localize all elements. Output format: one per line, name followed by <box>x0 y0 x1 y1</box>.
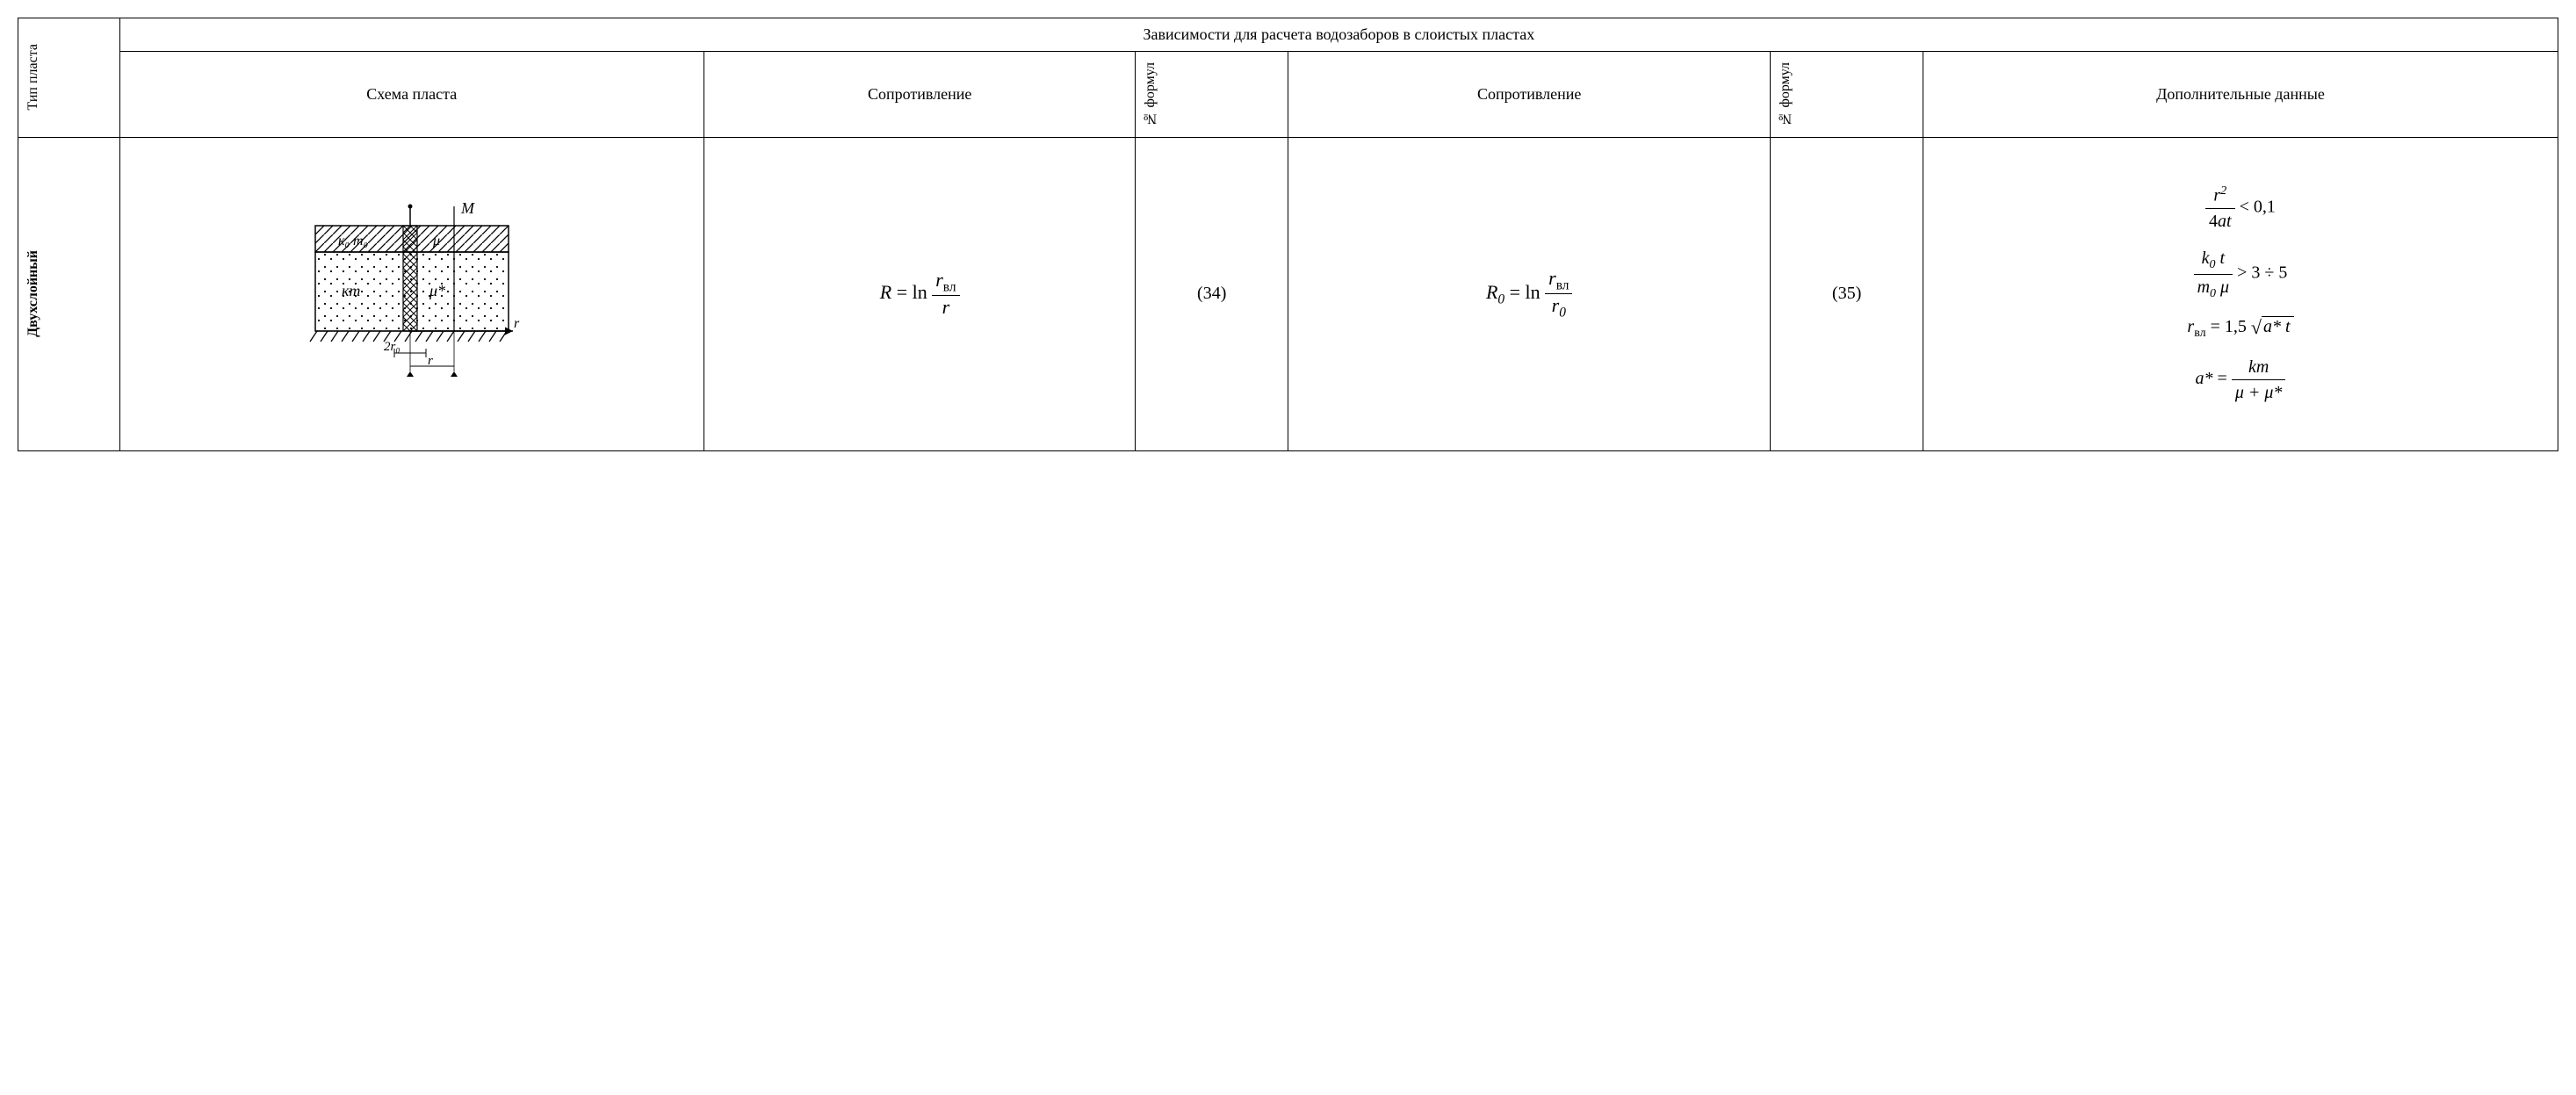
f1-R: R <box>880 281 891 303</box>
f1-den: r <box>932 296 959 319</box>
formula-R-cell: R = ln rвл r <box>704 137 1136 450</box>
e2-d2: μ <box>2216 277 2229 297</box>
f2-num: r <box>1548 267 1556 289</box>
diagram-label-mus: μ* <box>429 282 445 299</box>
formula-num-1: (34) <box>1136 137 1288 450</box>
f2-num-sub: вл <box>1556 277 1569 292</box>
formula-R0: R0 = ln rвл r0 <box>1486 281 1573 303</box>
e2-val: 3 ÷ 5 <box>2251 263 2287 283</box>
col-formnum-2-label: № формул <box>1776 59 1795 130</box>
e4-lhs: a* <box>2196 369 2213 388</box>
scheme-diagram-cell: М к₀ m₀ μ кm μ* r 2r₀ r <box>119 137 704 450</box>
diagram-label-M: М <box>460 199 475 217</box>
diagram-label-r: r <box>428 354 433 368</box>
scheme-svg: М к₀ m₀ μ кm μ* r 2r₀ r <box>298 191 526 393</box>
extra-line-3: rвл = 1,5 √a* t <box>1929 314 2552 342</box>
e1-d3: t <box>2226 212 2232 231</box>
f1-eq: = ln <box>891 281 932 303</box>
table-title: Зависимости для расчета водозаборов в сл… <box>119 18 2558 52</box>
e1-val: 0,1 <box>2254 198 2276 217</box>
diagram-label-2r0: 2r₀ <box>384 340 400 354</box>
diagram-label-raxis: r <box>514 316 520 331</box>
col-type: Тип пласта <box>18 18 120 138</box>
f2-R-sub: 0 <box>1497 292 1504 306</box>
e4-den: μ + μ* <box>2232 380 2286 405</box>
e2-d1s: 0 <box>2210 287 2216 300</box>
extra-data-cell: r2 4at < 0,1 k0 t m0 μ > 3 ÷ 5 rвл = 1,5… <box>1923 137 2558 450</box>
extra-line-1: r2 4at < 0,1 <box>1929 183 2552 234</box>
diagram-label-km: кm <box>342 282 360 299</box>
col-resist-2: Сопротивление <box>1288 52 1770 138</box>
f2-den: r <box>1552 294 1560 316</box>
e4-num: km <box>2232 355 2286 380</box>
e1-d1: 4 <box>2209 212 2218 231</box>
col-formnum-1: № формул <box>1136 52 1288 138</box>
col-extra: Дополнительные данные <box>1923 52 2558 138</box>
e4-eq: = <box>2213 369 2232 388</box>
diagram-label-mu: μ <box>432 234 440 249</box>
col-formnum-1-label: № формул <box>1141 59 1160 130</box>
e3-under: a* t <box>2262 316 2294 336</box>
col-resist-1: Сопротивление <box>704 52 1136 138</box>
e2-op: > <box>2233 263 2251 283</box>
diagram-label-k0m0: к₀ m₀ <box>338 234 368 249</box>
e2-n2: t <box>2216 249 2226 268</box>
scheme-diagram: М к₀ m₀ μ кm μ* r 2r₀ r <box>126 191 698 397</box>
formula-R0-cell: R0 = ln rвл r0 <box>1288 137 1770 450</box>
e2-n1s: 0 <box>2210 258 2216 271</box>
e2-d1: m <box>2197 277 2210 297</box>
f1-num: r <box>935 269 943 291</box>
e1-sup: 2 <box>2220 184 2226 198</box>
e1-op: < <box>2235 198 2254 217</box>
e1-d2: a <box>2218 212 2226 231</box>
extra-data: r2 4at < 0,1 k0 t m0 μ > 3 ÷ 5 rвл = 1,5… <box>1929 183 2552 404</box>
f1-num-sub: вл <box>943 279 956 294</box>
row-type: Двухслойный <box>18 137 120 450</box>
formula-num-2: (35) <box>1771 137 1923 450</box>
e3-lhs-sub: вл <box>2194 327 2205 340</box>
col-formnum-2: № формул <box>1771 52 1923 138</box>
e3-eq: = 1,5 <box>2206 317 2251 336</box>
extra-line-2: k0 t m0 μ > 3 ÷ 5 <box>1929 246 2552 302</box>
row-type-label: Двухслойный <box>24 247 43 341</box>
extra-line-4: a* = km μ + μ* <box>1929 355 2552 405</box>
table-row: Двухслойный <box>18 137 2558 450</box>
layered-aquifer-table: Тип пласта Зависимости для расчета водоз… <box>18 18 2558 451</box>
e2-n1: k <box>2202 249 2210 268</box>
f2-eq: = ln <box>1504 281 1545 303</box>
f2-den-sub: 0 <box>1559 305 1566 320</box>
type-header-label: Тип пласта <box>24 40 43 114</box>
f2-R: R <box>1486 281 1497 303</box>
col-scheme: Схема пласта <box>119 52 704 138</box>
formula-R: R = ln rвл r <box>880 281 960 303</box>
